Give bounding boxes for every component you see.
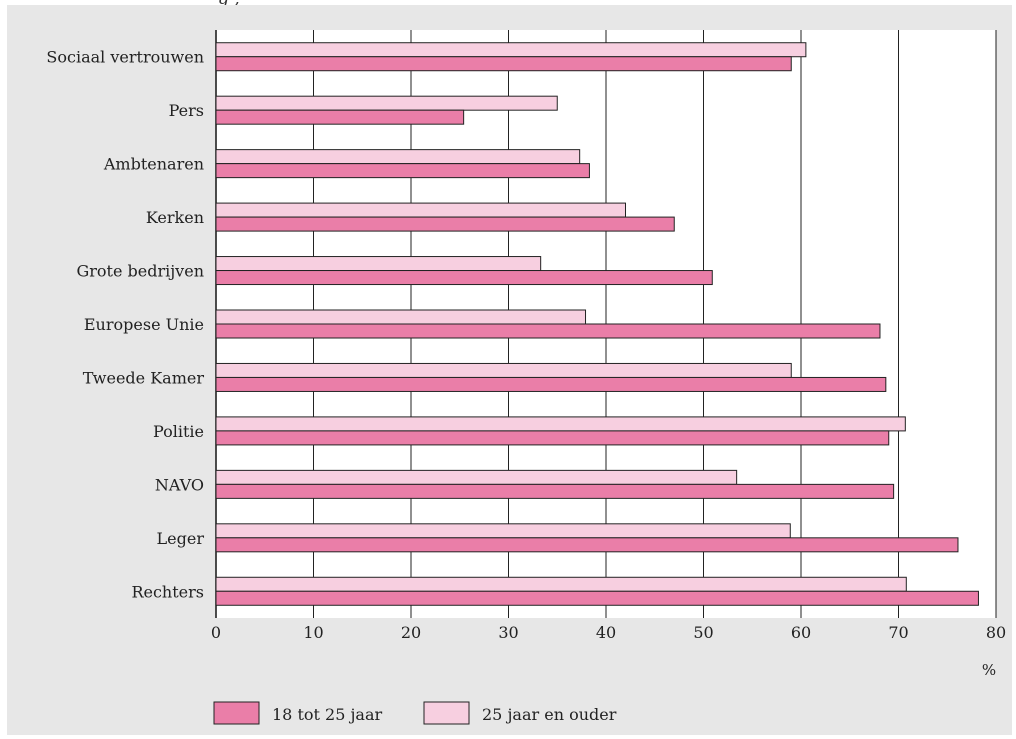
category-label-politie: Politie — [153, 422, 204, 441]
x-tick-label: 50 — [693, 623, 713, 642]
bar-rechters-18-tot-25-jaar — [215, 590, 979, 606]
category-label-sociaal-vertrouwen: Sociaal vertrouwen — [46, 48, 204, 67]
legend: 18 tot 25 jaar 25 jaar en ouder — [213, 701, 617, 725]
header-fragment: g , — [218, 0, 240, 9]
bar-rechters-25-jaar-en-ouder — [215, 576, 907, 592]
bar-tweede-kamer-18-tot-25-jaar — [215, 376, 887, 392]
bar-tweede-kamer-25-jaar-en-ouder — [215, 362, 792, 378]
category-label-pers: Pers — [169, 101, 204, 120]
legend-swatch-18-tot-25 — [213, 701, 260, 725]
category-labels: Sociaal vertrouwen Pers Ambtenaren Kerken Gr… — [46, 48, 204, 602]
unit-label: % — [982, 661, 996, 679]
x-tick-label: 10 — [303, 623, 323, 642]
bar-politie-25-jaar-en-ouder — [215, 416, 906, 432]
bar-kerken-25-jaar-en-ouder — [215, 202, 626, 218]
bar-kerken-18-tot-25-jaar — [215, 216, 675, 232]
bar-politie-18-tot-25-jaar — [215, 430, 890, 446]
category-label-tweede-kamer: Tweede Kamer — [83, 368, 205, 387]
category-label-leger: Leger — [157, 529, 205, 548]
bar-europese-unie-25-jaar-en-ouder — [215, 309, 587, 325]
bar-grote-bedrijven-25-jaar-en-ouder — [215, 256, 542, 272]
category-label-rechters: Rechters — [131, 582, 204, 601]
x-tick-label: 20 — [401, 623, 421, 642]
category-label-europese-unie: Europese Unie — [84, 315, 204, 334]
bar-sociaal-vertrouwen-25-jaar-en-ouder — [215, 42, 807, 58]
bar-leger-18-tot-25-jaar — [215, 537, 959, 553]
bar-pers-25-jaar-en-ouder — [215, 95, 558, 111]
category-label-navo: NAVO — [155, 475, 204, 494]
x-tick-label: 70 — [888, 623, 908, 642]
x-tick-label: 60 — [791, 623, 811, 642]
bar-europese-unie-18-tot-25-jaar — [215, 323, 881, 339]
legend-label-18-tot-25: 18 tot 25 jaar — [272, 705, 383, 724]
legend-swatch-25-en-ouder — [423, 701, 470, 725]
bar-grote-bedrijven-18-tot-25-jaar — [215, 270, 713, 286]
x-tick-labels: 0 10 20 30 40 50 60 70 80 — [211, 623, 1006, 642]
bar-navo-25-jaar-en-ouder — [215, 469, 738, 485]
category-label-ambtenaren: Ambtenaren — [103, 155, 204, 174]
x-tick-label: 80 — [986, 623, 1006, 642]
bar-navo-18-tot-25-jaar — [215, 483, 895, 499]
bar-leger-25-jaar-en-ouder — [215, 523, 791, 539]
bar-ambtenaren-18-tot-25-jaar — [215, 163, 590, 179]
x-tick-label: 30 — [498, 623, 518, 642]
category-label-kerken: Kerken — [146, 208, 204, 227]
x-tick-label: 40 — [596, 623, 616, 642]
bar-pers-18-tot-25-jaar — [215, 109, 465, 125]
bars — [215, 42, 979, 606]
bar-sociaal-vertrouwen-18-tot-25-jaar — [215, 56, 792, 72]
x-tick-label: 0 — [211, 623, 221, 642]
category-label-grote-bedrijven: Grote bedrijven — [76, 262, 204, 281]
legend-label-25-en-ouder: 25 jaar en ouder — [482, 705, 617, 724]
bar-ambtenaren-25-jaar-en-ouder — [215, 149, 581, 165]
